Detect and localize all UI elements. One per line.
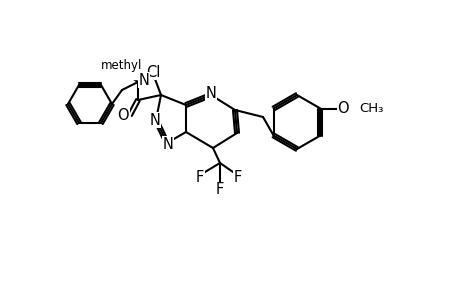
Text: CH₃: CH₃ — [358, 102, 383, 115]
Text: F: F — [215, 182, 224, 197]
Text: F: F — [233, 169, 241, 184]
Polygon shape — [110, 62, 140, 79]
Text: N: N — [138, 73, 149, 88]
Text: O: O — [117, 107, 129, 122]
Text: F: F — [196, 169, 204, 184]
Text: N: N — [162, 136, 173, 152]
Text: N: N — [149, 112, 160, 128]
Text: O: O — [337, 101, 348, 116]
Text: N: N — [205, 85, 216, 100]
Text: Cl: Cl — [146, 64, 160, 80]
Text: methyl: methyl — [101, 58, 142, 71]
